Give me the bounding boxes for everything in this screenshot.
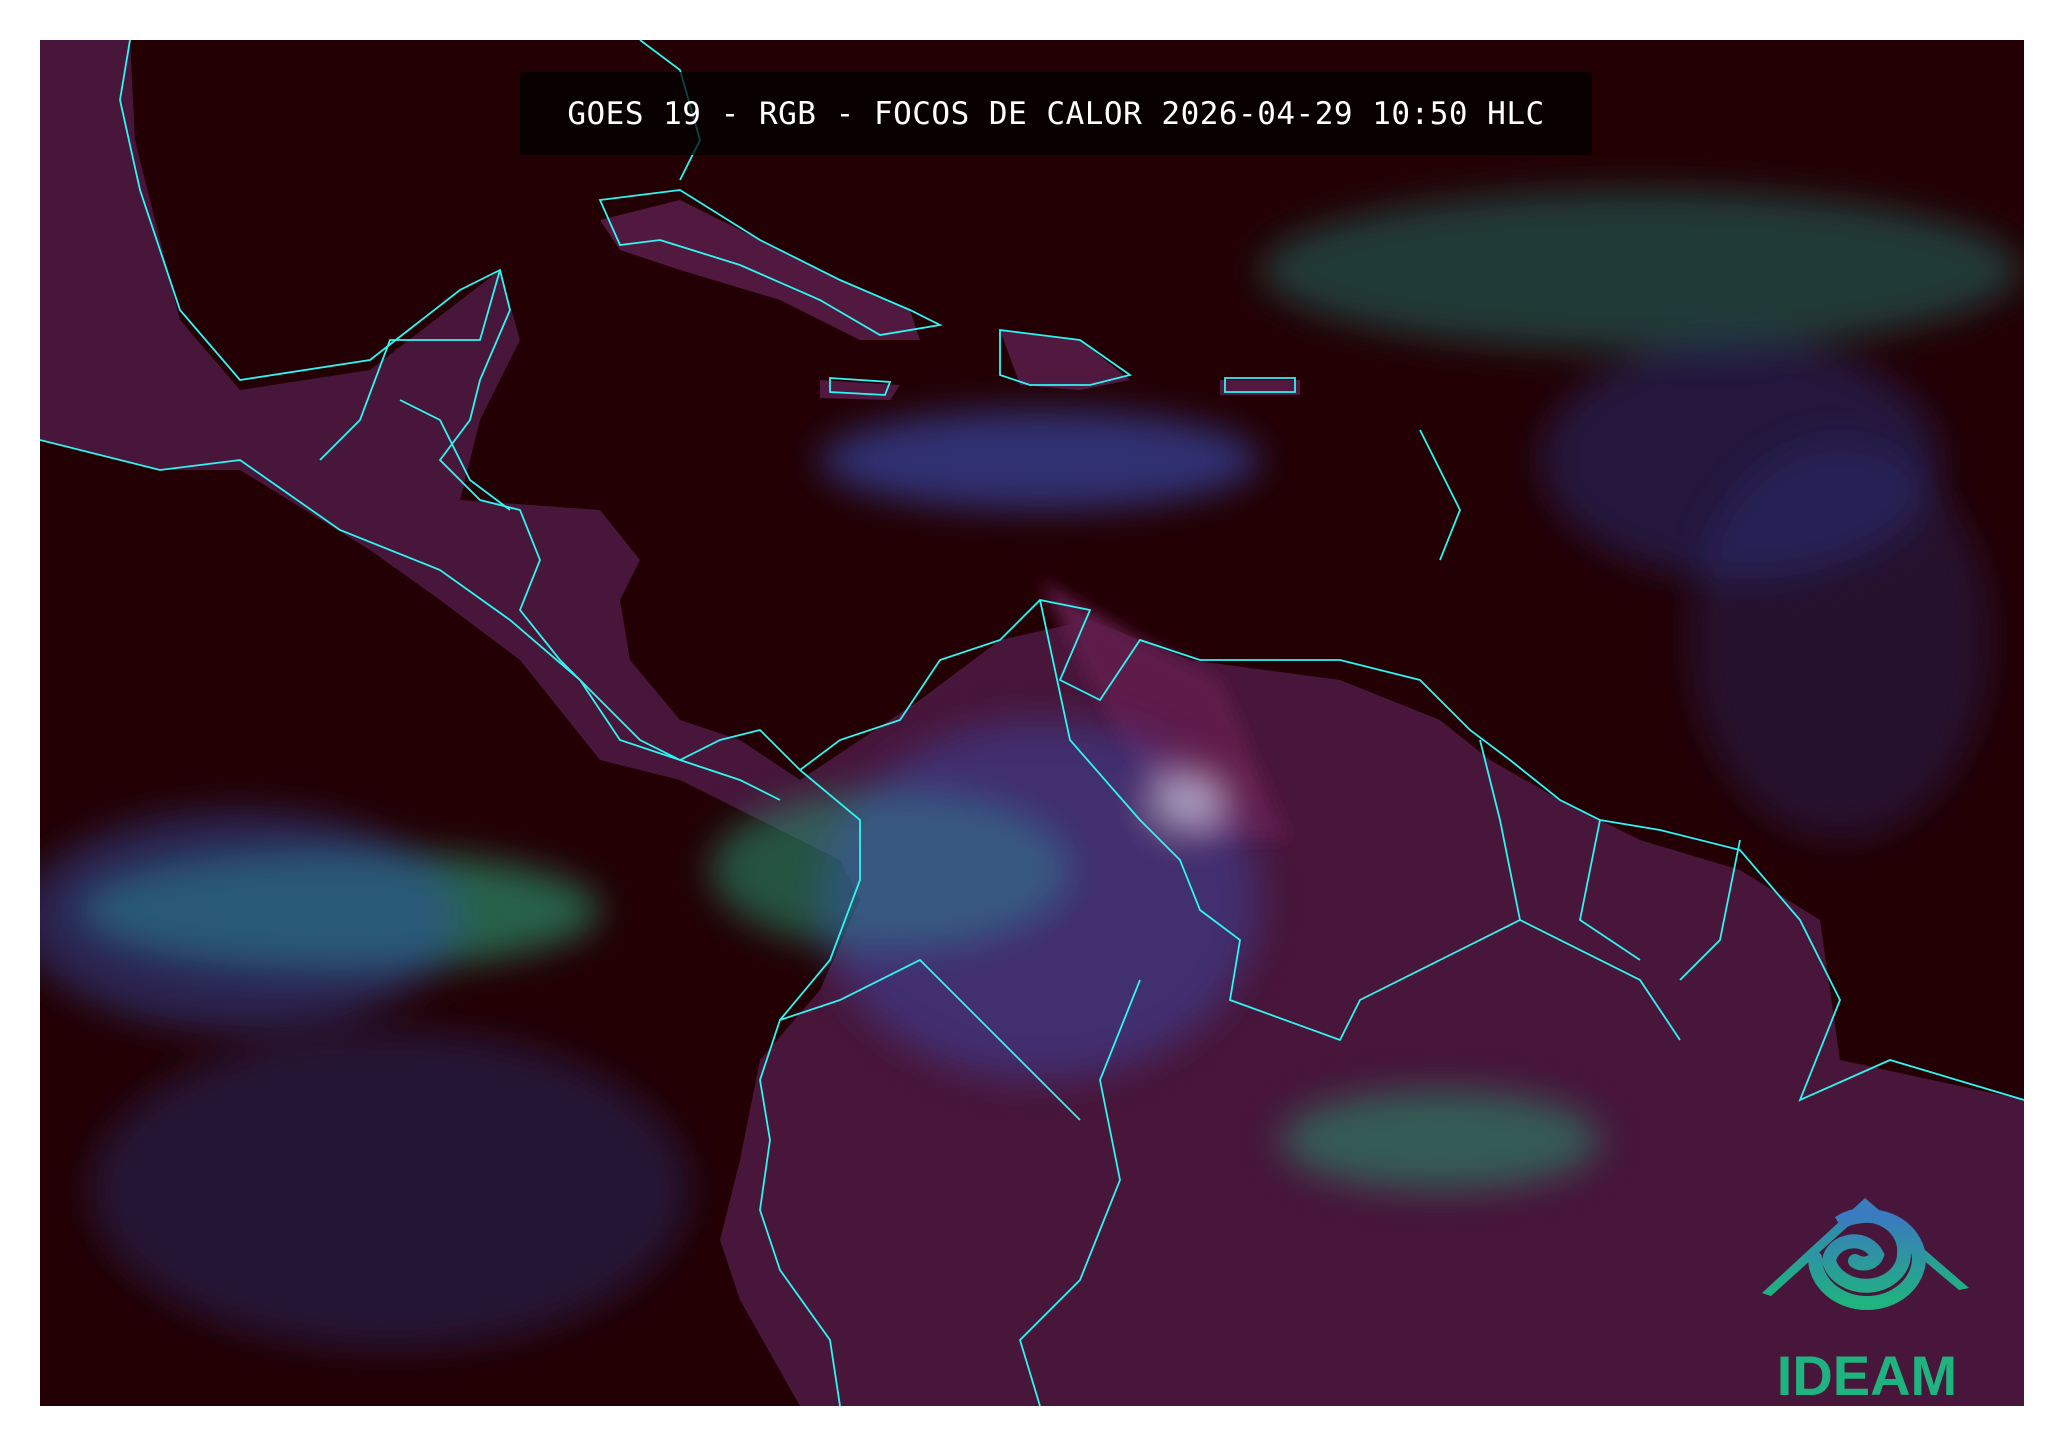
ideam-logo-text: IDEAM (1776, 1344, 1958, 1406)
map-canvas (40, 40, 2024, 1406)
ideam-house-spiral-icon (1762, 1198, 1969, 1310)
ideam-logo: IDEAM (1757, 1178, 1977, 1406)
cloud-cover (40, 190, 2020, 1350)
coastlines-and-borders (40, 40, 2024, 1406)
satellite-map: GOES 19 - RGB - FOCOS DE CALOR 2026-04-2… (40, 40, 2024, 1406)
map-title: GOES 19 - RGB - FOCOS DE CALOR 2026-04-2… (567, 95, 1545, 132)
title-banner: GOES 19 - RGB - FOCOS DE CALOR 2026-04-2… (520, 72, 1592, 155)
